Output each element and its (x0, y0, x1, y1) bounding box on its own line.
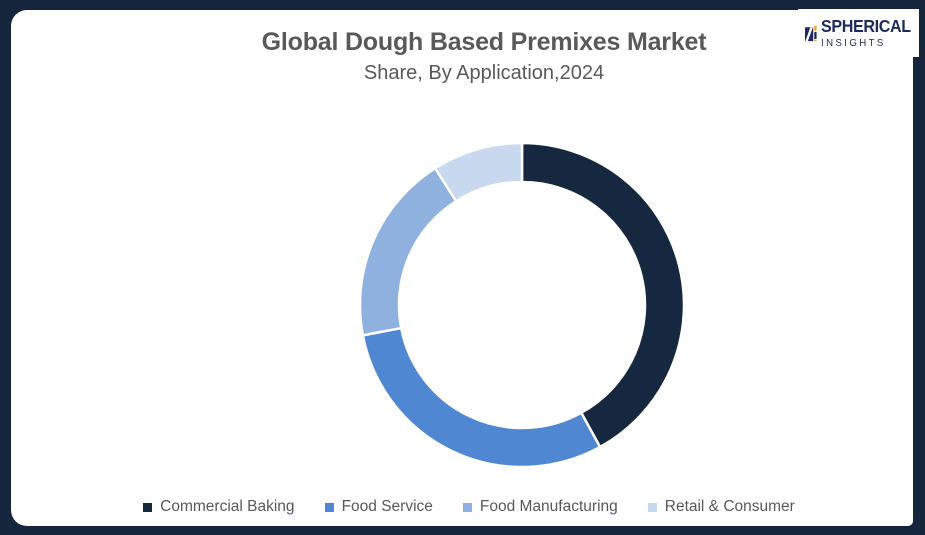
legend-swatch-food-manufacturing (462, 502, 472, 512)
donut-chart (341, 124, 703, 486)
chart-legend: Commercial Baking Food Service Food Manu… (18, 498, 920, 516)
legend-item-food-manufacturing: Food Manufacturing (462, 498, 618, 516)
legend-item-food-service: Food Service (324, 498, 433, 516)
legend-label-food-service: Food Service (341, 498, 433, 515)
donut-chart-svg (358, 141, 686, 469)
legend-swatch-commercial-baking (143, 502, 153, 512)
spherical-insights-logo: SPHERICAL INSIGHTS (798, 9, 919, 57)
legend-label-retail-consumer: Retail & Consumer (664, 498, 795, 515)
legend-label-commercial-baking: Commercial Baking (160, 498, 295, 515)
chart-card: Global Dough Based Premixes Market Share… (11, 10, 913, 526)
legend-item-commercial-baking: Commercial Baking (143, 498, 295, 516)
logo-line2: INSIGHTS (821, 36, 887, 49)
logo-line1: SPHERICAL (821, 16, 912, 36)
logo-text: SPHERICAL INSIGHTS (821, 16, 912, 49)
donut-segment-commercial-baking (520, 141, 686, 449)
chart-title: Global Dough Based Premixes Market (261, 28, 707, 56)
legend-item-retail-consumer: Retail & Consumer (647, 498, 795, 516)
legend-swatch-retail-consumer (647, 502, 657, 512)
donut-segment-retail-consumer (433, 141, 524, 203)
legend-swatch-food-service (324, 502, 334, 512)
chart-subtitle: Share, By Application,2024 (363, 62, 605, 84)
legend-label-food-manufacturing: Food Manufacturing (479, 498, 618, 515)
donut-segment-food-service (361, 326, 602, 469)
donut-segment-food-manufacturing (358, 166, 458, 337)
spherical-insights-logo-icon (805, 25, 817, 41)
chart-header: Global Dough Based Premixes Market Share… (33, 28, 925, 85)
